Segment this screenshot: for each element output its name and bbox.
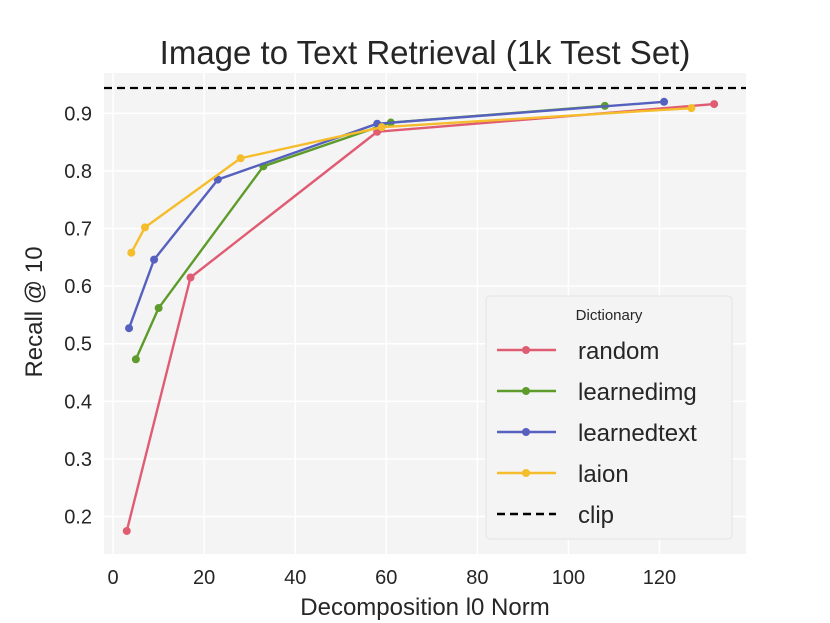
x-tick-labels: 0 20 40 60 80 100 120 — [108, 567, 677, 589]
legend-marker-learnedtext — [522, 428, 530, 436]
learnedtext-series — [125, 97, 669, 333]
learnedimg-point — [154, 304, 163, 313]
y-tick-label: 0.8 — [64, 161, 92, 183]
y-tick-label: 0.9 — [64, 103, 92, 125]
chart-title: Image to Text Retrieval (1k Test Set) — [160, 34, 691, 71]
y-tick-label: 0.7 — [64, 219, 92, 241]
x-tick-label: 80 — [466, 567, 488, 589]
y-tick-label: 0.4 — [64, 391, 92, 413]
y-tick-labels: 0.2 0.3 0.4 0.5 0.6 0.7 0.8 0.9 — [64, 103, 92, 528]
learnedtext-point — [660, 97, 669, 106]
legend: Dictionary random learnedimg learnedtext la… — [485, 295, 733, 540]
laion-point — [127, 248, 136, 257]
laion-point — [140, 223, 149, 232]
x-tick-label: 120 — [643, 567, 676, 589]
x-tick-label: 100 — [552, 567, 585, 589]
random-point — [710, 100, 719, 109]
laion-point — [687, 104, 696, 113]
legend-label-laion: laion — [578, 461, 629, 488]
learnedtext-point — [150, 255, 159, 264]
legend-marker-laion — [522, 469, 530, 477]
legend-label-learnedtext: learnedtext — [578, 420, 697, 447]
laion-series — [127, 104, 696, 257]
legend-marker-random — [522, 346, 530, 354]
y-tick-label: 0.5 — [64, 334, 92, 356]
x-tick-label: 40 — [284, 567, 306, 589]
legend-label-clip: clip — [578, 502, 614, 529]
legend-label-random: random — [578, 338, 659, 365]
learnedimg-point — [131, 355, 140, 364]
x-tick-label: 0 — [108, 567, 119, 589]
y-tick-label: 0.6 — [64, 276, 92, 298]
y-tick-label: 0.3 — [64, 449, 92, 471]
random-point — [186, 273, 195, 282]
y-axis-label: Recall @ 10 — [21, 246, 48, 377]
legend-box — [485, 295, 733, 540]
laion-point — [377, 123, 386, 132]
y-tick-label: 0.2 — [64, 507, 92, 529]
random-point — [122, 526, 131, 535]
legend-title: Dictionary — [576, 307, 643, 324]
learnedtext-point — [125, 324, 134, 333]
x-tick-label: 20 — [193, 567, 215, 589]
series-layer — [122, 97, 719, 535]
x-axis-label: Decomposition l0 Norm — [300, 594, 549, 621]
laion-point — [236, 154, 245, 163]
legend-label-learnedimg: learnedimg — [578, 379, 697, 406]
legend-marker-learnedimg — [522, 387, 530, 395]
x-tick-label: 60 — [375, 567, 397, 589]
legend-items: random learnedimg learnedtext laion clip — [497, 338, 697, 529]
